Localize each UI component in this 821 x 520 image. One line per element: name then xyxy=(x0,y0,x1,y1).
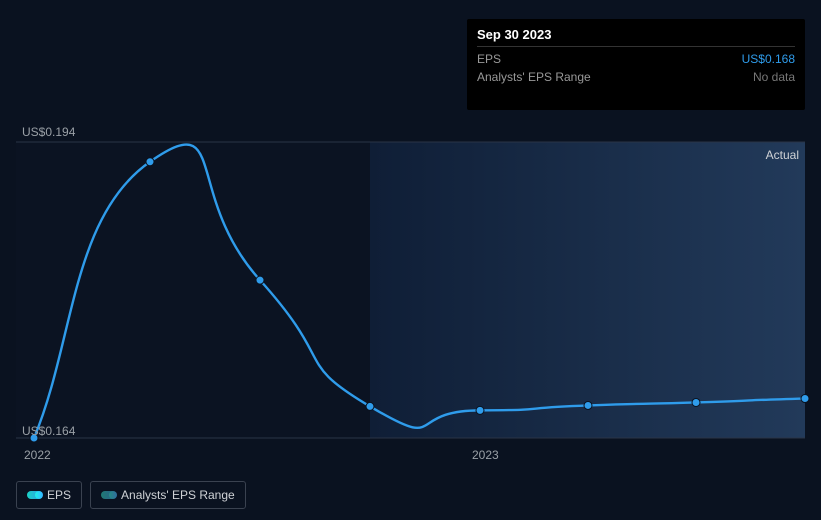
tooltip-row-range: Analysts' EPS Range No data xyxy=(477,68,795,86)
actual-annotation: Actual xyxy=(766,148,799,162)
legend-swatch-icon xyxy=(101,491,115,499)
legend-item-range[interactable]: Analysts' EPS Range xyxy=(90,481,246,509)
x-axis-label-0: 2022 xyxy=(24,448,51,462)
legend-swatch-icon xyxy=(27,491,41,499)
chart-legend: EPS Analysts' EPS Range xyxy=(16,481,246,509)
tooltip-value: No data xyxy=(753,70,795,84)
y-axis-label-top: US$0.194 xyxy=(22,125,75,139)
tooltip-value: US$0.168 xyxy=(742,52,795,66)
legend-label: EPS xyxy=(47,488,71,502)
tooltip-date: Sep 30 2023 xyxy=(477,27,795,47)
eps-chart: US$0.194 US$0.164 2022 2023 Actual Sep 3… xyxy=(0,0,821,520)
tooltip-label: Analysts' EPS Range xyxy=(477,70,591,84)
tooltip-row-eps: EPS US$0.168 xyxy=(477,50,795,68)
y-axis-label-bottom: US$0.164 xyxy=(22,424,75,438)
tooltip-label: EPS xyxy=(477,52,501,66)
legend-label: Analysts' EPS Range xyxy=(121,488,235,502)
x-axis-label-1: 2023 xyxy=(472,448,499,462)
chart-tooltip: Sep 30 2023 EPS US$0.168 Analysts' EPS R… xyxy=(467,19,805,110)
legend-item-eps[interactable]: EPS xyxy=(16,481,82,509)
